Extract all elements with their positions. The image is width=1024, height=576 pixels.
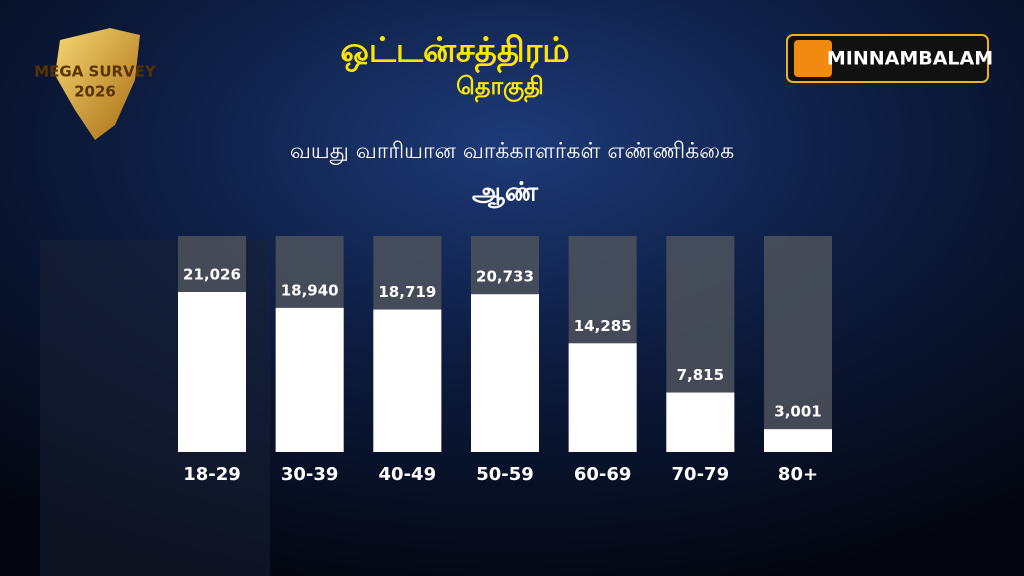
value-label: 3,001 — [774, 403, 821, 421]
group-label: ஆண் — [472, 178, 539, 209]
value-label: 18,940 — [281, 281, 339, 299]
x-tick-label: 40-49 — [379, 464, 437, 485]
badge-year: 2026 — [74, 83, 116, 101]
brand-logo — [786, 34, 989, 83]
badge-text: MEGA SURVEY — [34, 63, 157, 81]
x-tick-label: 18-29 — [183, 464, 241, 485]
brand-icon — [794, 40, 832, 77]
x-tick-label: 70-79 — [672, 464, 730, 485]
bar — [178, 292, 246, 452]
bar — [666, 392, 735, 452]
x-tick-label: 80+ — [778, 464, 818, 485]
title: ஒட்டன்சத்திரம் — [340, 31, 569, 74]
bar — [275, 307, 344, 452]
value-label: 18,719 — [378, 283, 436, 301]
value-label: 14,285 — [574, 317, 632, 335]
x-tick-label: 30-39 — [281, 464, 339, 485]
bar — [764, 429, 832, 452]
value-label: 21,026 — [183, 266, 241, 284]
bar — [568, 343, 637, 452]
bar-track — [764, 236, 832, 452]
value-label: 20,733 — [476, 268, 534, 286]
subtitle: தொகுதி — [456, 72, 544, 103]
x-tick-label: 60-69 — [574, 464, 632, 485]
brand-name: MINNAMBALAM — [827, 48, 993, 70]
chart-title: வயது வாரியான வாக்காளர்கள் எண்ணிக்கை — [290, 139, 734, 165]
bar — [373, 309, 442, 452]
value-label: 7,815 — [677, 366, 724, 384]
bar — [471, 294, 539, 452]
x-tick-label: 50-59 — [476, 464, 534, 485]
badge-map — [55, 28, 140, 140]
